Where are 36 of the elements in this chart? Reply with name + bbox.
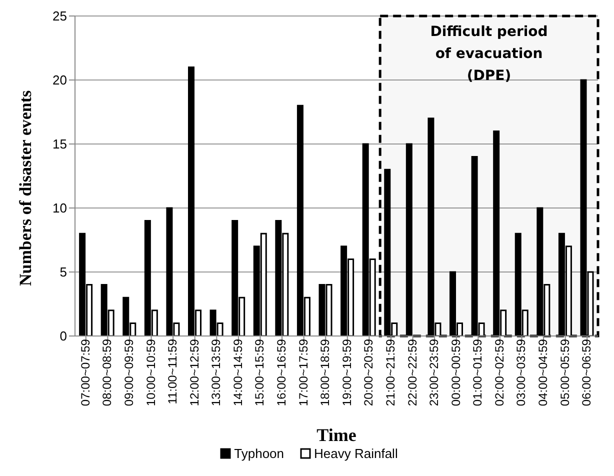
x-tick-label: 10:00~10:59 <box>144 338 158 406</box>
y-tick-label: 10 <box>52 200 67 216</box>
y-tick-label: 0 <box>60 328 67 344</box>
y-tick-label: 25 <box>52 8 67 24</box>
x-tick-label: 21:00~21:59 <box>384 338 398 406</box>
x-tick-label: 20:00~20:59 <box>362 338 376 406</box>
x-tick-label: 08:00~08:59 <box>100 338 114 406</box>
x-tick-label: 04:00~04:59 <box>536 338 550 406</box>
x-tick-label: 02:00~02:59 <box>492 338 506 406</box>
x-tick-label: 06:00~06:59 <box>580 338 594 406</box>
y-tick-label: 5 <box>60 264 67 280</box>
x-tick-label: 07:00~07:59 <box>78 338 92 406</box>
x-tick-label: 00:00~00:59 <box>448 338 463 406</box>
x-axis-title: Time <box>316 425 356 445</box>
x-tick-label: 23:00~23:59 <box>427 338 442 406</box>
x-tick-label: 14:00~14:59 <box>230 338 245 406</box>
x-tick-label: 11:00~11:59 <box>166 338 180 404</box>
x-tick-label: 01:00~01:59 <box>470 338 485 406</box>
x-tick-label: 16:00~16:59 <box>274 338 289 406</box>
x-tick-label: 09:00~09:59 <box>122 338 136 406</box>
legend-label: Heavy Rainfall <box>313 446 398 461</box>
y-axis-title: Numbers of disaster events <box>16 90 36 286</box>
x-tick-label: 19:00~19:59 <box>340 338 354 406</box>
x-tick-label: 13:00~13:59 <box>209 338 224 406</box>
x-tick-label: 03:00~03:59 <box>514 338 528 406</box>
y-tick-label: 20 <box>52 72 67 88</box>
bar <box>406 143 412 336</box>
x-tick-label: 17:00~17:59 <box>296 338 310 406</box>
x-tick-label: 22:00~22:59 <box>405 338 420 406</box>
y-tick-label: 15 <box>52 136 67 152</box>
x-tick-label: 18:00~18:59 <box>318 338 332 406</box>
x-tick-label: 05:00~05:59 <box>558 338 572 406</box>
x-tick-label: 15:00~15:59 <box>252 338 267 406</box>
band-label: Difficult period of evacuation (DPE) <box>430 24 548 84</box>
legend-label: Typhoon <box>233 446 284 461</box>
x-tick-label: 12:00~12:59 <box>187 338 202 406</box>
